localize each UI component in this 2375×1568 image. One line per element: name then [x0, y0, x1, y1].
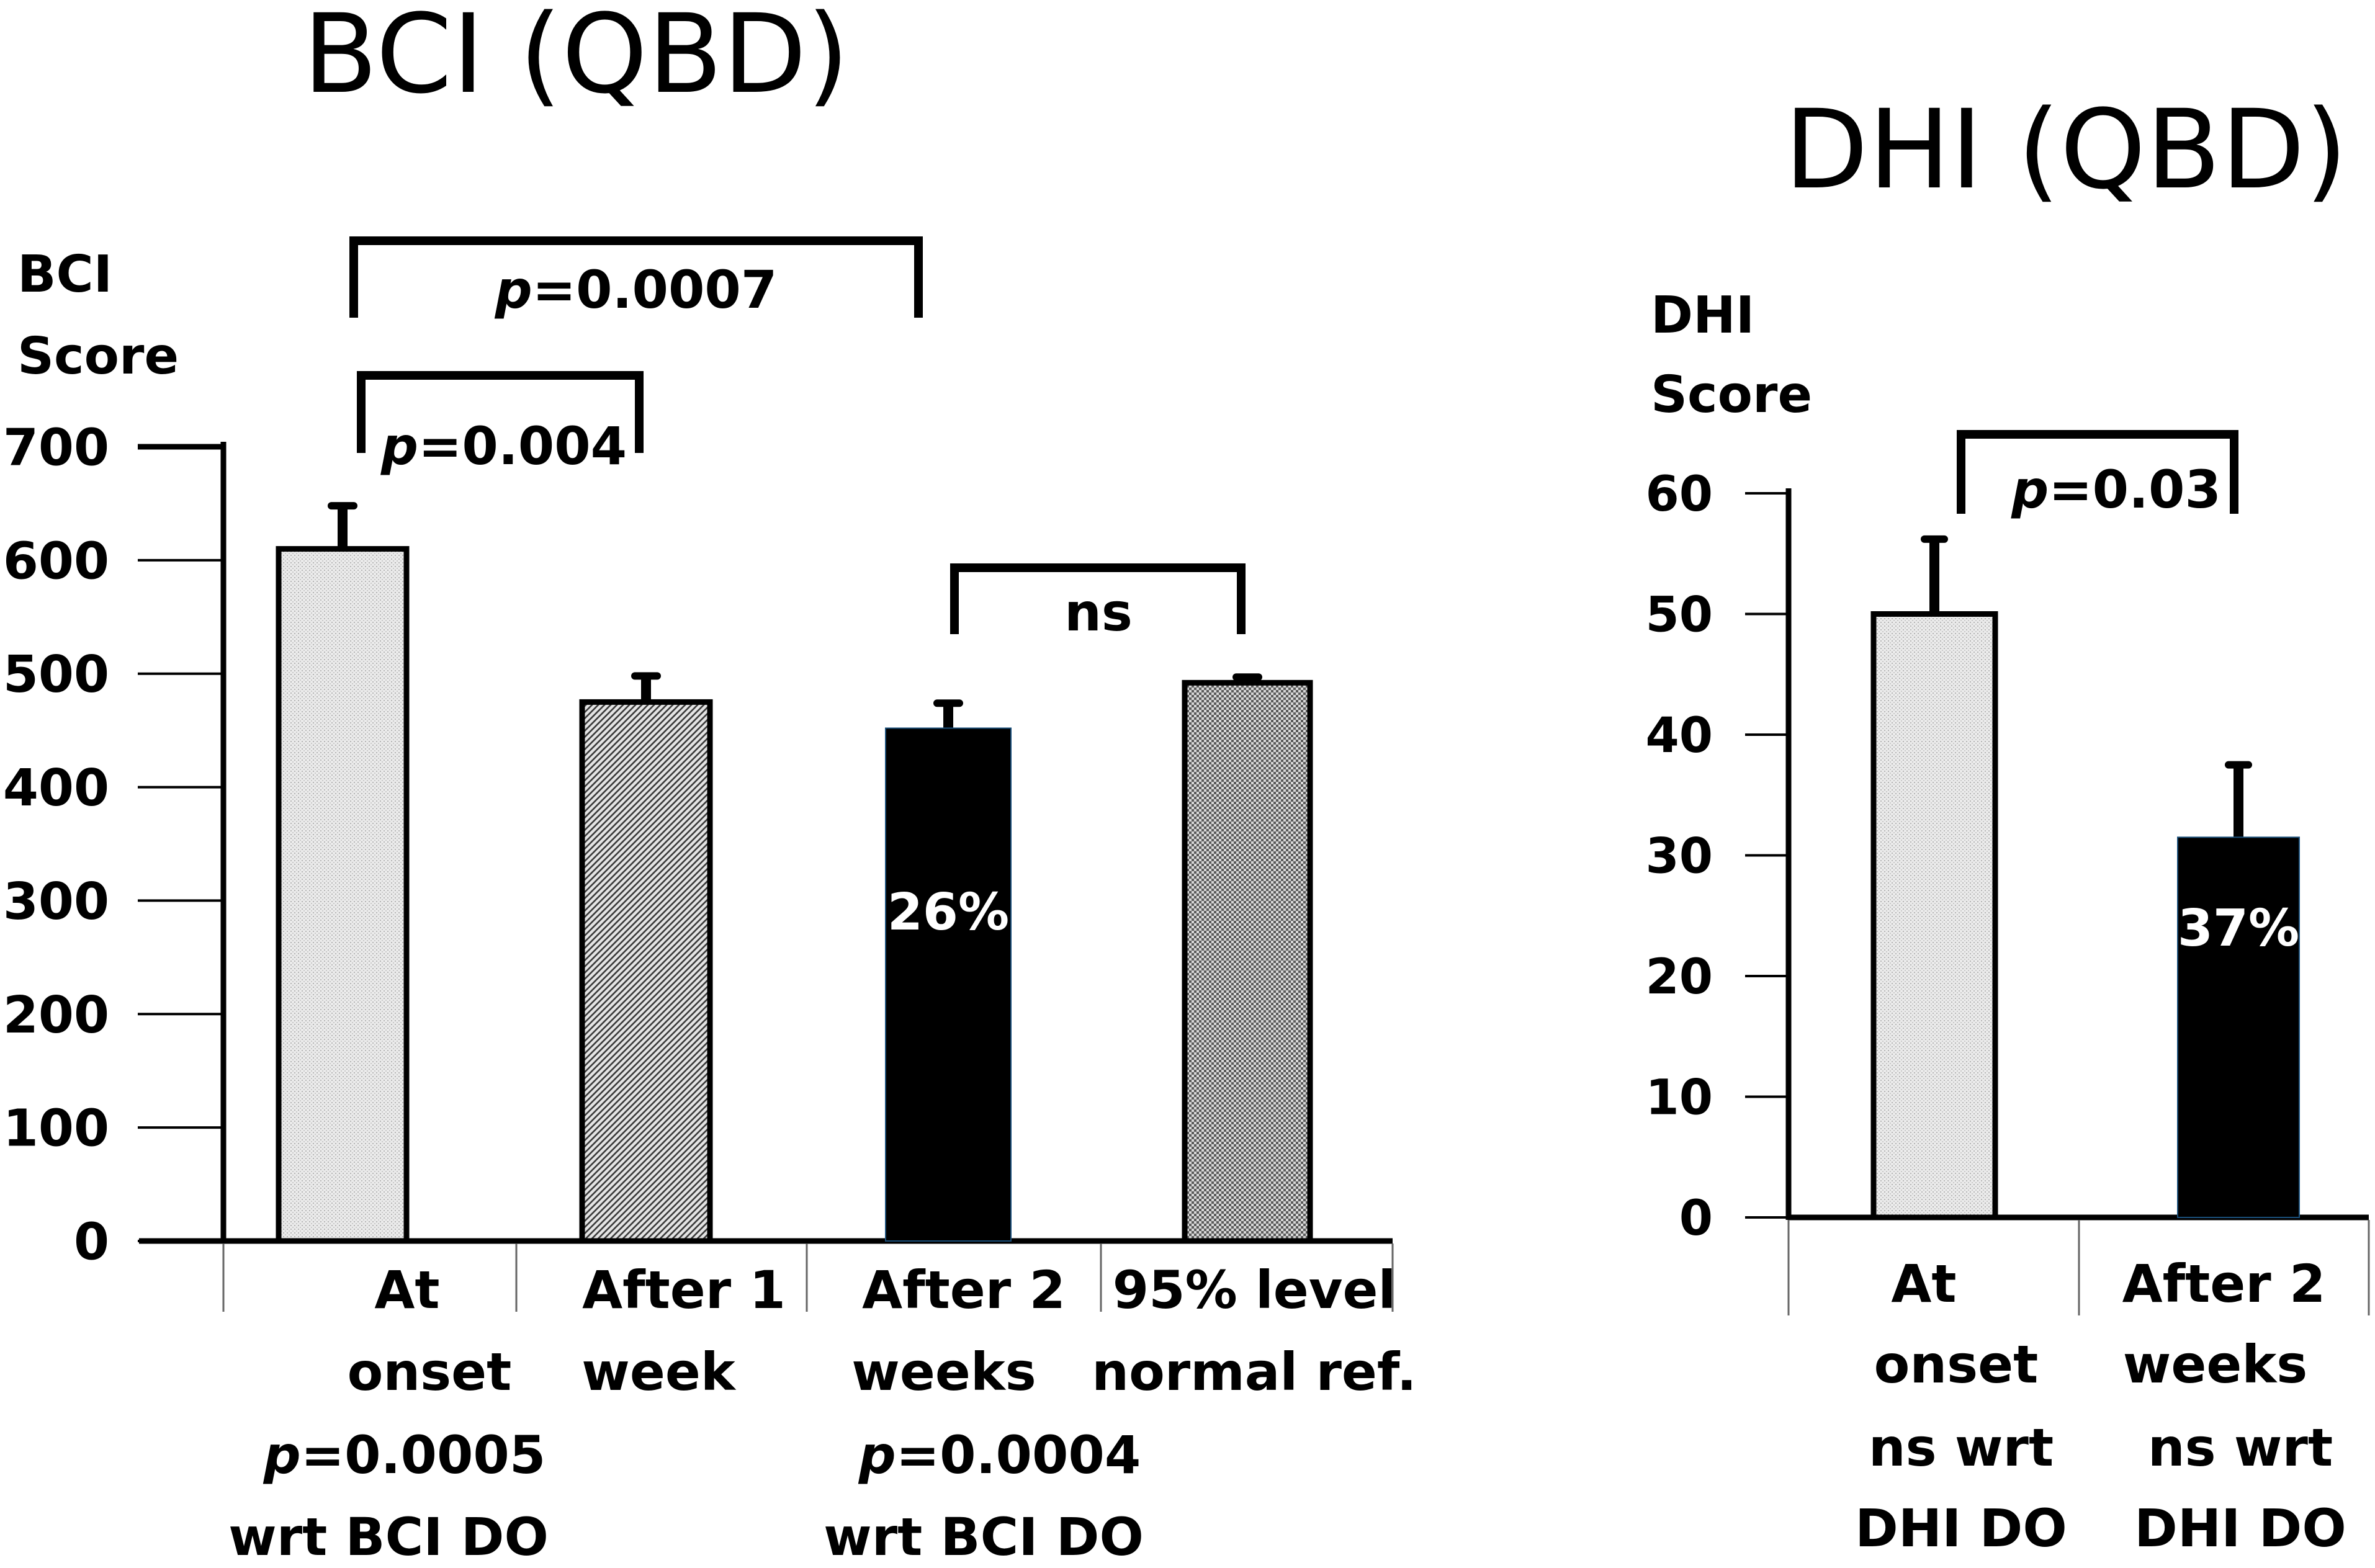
dhi-significance-label: p=0.03: [2011, 459, 2221, 520]
dhi-category-label: After 2: [2122, 1253, 2326, 1314]
dhi-significance-bracket: [1957, 430, 2238, 514]
bci-y-tick-label: 700: [3, 419, 109, 478]
bci-significance-bracket: [950, 563, 1246, 634]
bci-title: BCI (QBD): [303, 0, 850, 118]
bci-category-note: p=0.0004: [858, 1425, 1141, 1485]
dhi-chart: DHI (QBD) DHI Score 0 10 20 30 40 50 60 At onset…: [1645, 86, 2370, 1559]
dhi-bar-label: 37%: [2178, 899, 2299, 958]
bci-y-tick-label: 500: [3, 645, 109, 704]
dhi-title: DHI (QBD): [1784, 86, 2348, 213]
bci-y-tick-label: 300: [3, 872, 109, 931]
bci-category-label: normal ref.: [1092, 1342, 1416, 1402]
bci-category-label: onset: [348, 1342, 512, 1402]
bci-category-note: p=0.0005: [263, 1425, 546, 1485]
bci-bar: [1182, 679, 1313, 1244]
dhi-category-note: ns wrt: [2148, 1417, 2333, 1478]
dhi-category-label: onset: [1874, 1334, 2039, 1395]
bci-significance-bracket: [357, 371, 644, 453]
bci-bar: [579, 699, 713, 1244]
bci-bar: [885, 727, 1012, 1242]
bci-category-label: After 1: [582, 1260, 786, 1320]
bci-category-label: weeks: [851, 1342, 1036, 1402]
dhi-y-tick-label: 30: [1645, 829, 1713, 885]
bci-category-note: wrt BCI DO: [824, 1507, 1144, 1567]
bci-category-label: week: [581, 1342, 737, 1402]
bci-bar: [276, 546, 410, 1244]
dhi-category-label: weeks: [2123, 1334, 2307, 1395]
dhi-category-note: ns wrt: [1869, 1417, 2054, 1478]
bci-y-tick-label: 100: [3, 1100, 109, 1158]
dhi-bar: [2177, 836, 2300, 1218]
bci-category-label: 95% level: [1113, 1260, 1396, 1320]
dhi-y-tick-label: 50: [1645, 588, 1713, 643]
bci-ylabel-line2: Score: [17, 327, 179, 386]
dhi-ylabel-line2: Score: [1651, 365, 1812, 424]
dhi-y-tick-label: 0: [1679, 1191, 1713, 1247]
bci-y-tick-label: 600: [3, 532, 109, 591]
bci-category-note: wrt BCI DO: [228, 1507, 549, 1567]
bci-y-tick-label: 0: [74, 1213, 109, 1272]
bci-significance-label: p=0.004: [380, 416, 627, 477]
dhi-category-note: DHI DO: [1855, 1498, 2067, 1559]
dhi-y-tick-label: 40: [1645, 708, 1713, 764]
bci-significance-label: ns: [1064, 582, 1133, 643]
bci-significance-bracket: [349, 236, 923, 318]
bci-significance-label: p=0.0007: [495, 259, 778, 320]
dhi-bar: [1870, 611, 1998, 1221]
dhi-category-label: At: [1891, 1253, 1956, 1314]
dhi-y-tick-label: 10: [1645, 1070, 1713, 1126]
bci-chart: BCI (QBD) BCI Score 0 100 200 300 400 500 600 7…: [3, 0, 1417, 1567]
bci-bar-label: 26%: [887, 883, 1009, 942]
bci-y-tick-label: 200: [3, 986, 109, 1045]
dhi-ylabel-line1: DHI: [1651, 286, 1754, 345]
dhi-category-note: DHI DO: [2134, 1498, 2346, 1559]
bci-category-label: After 2: [862, 1260, 1066, 1320]
bci-category-label: At: [374, 1260, 439, 1320]
bci-y-tick-label: 400: [3, 759, 109, 818]
bci-ylabel-line1: BCI: [17, 245, 112, 304]
dhi-y-tick-label: 20: [1645, 949, 1713, 1005]
dhi-y-tick-label: 60: [1645, 467, 1713, 522]
